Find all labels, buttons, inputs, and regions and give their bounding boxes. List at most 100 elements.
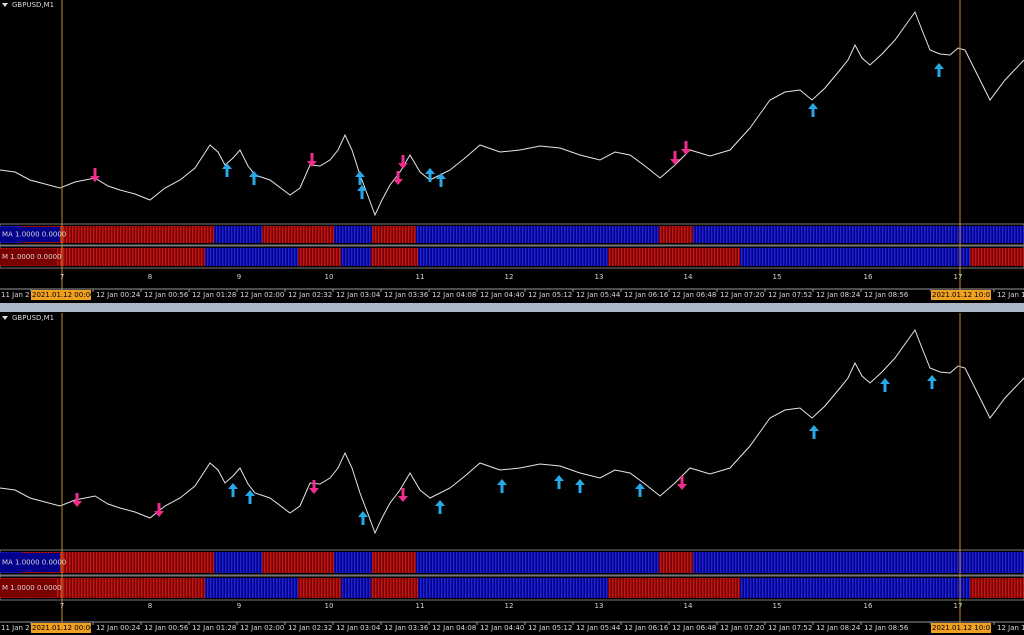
day-label: 17: [954, 602, 963, 610]
time-label: 12 Jan 02:00: [240, 291, 284, 299]
buy-arrow: [575, 479, 585, 493]
sell-arrow: [670, 151, 680, 165]
day-label: 10: [325, 273, 334, 281]
time-label: 12 Jan 06:16: [624, 624, 669, 632]
day-label: 9: [237, 273, 241, 281]
indicator-bar: [205, 578, 298, 598]
time-label: 12 Jan 04:08: [432, 291, 476, 299]
day-label: 8: [148, 273, 152, 281]
indicator-bar: [416, 226, 659, 243]
indicator-label: M 1.0000 0.0000: [2, 253, 61, 261]
time-label: 12 Jan 07:52: [768, 291, 812, 299]
indicator-bar: [659, 552, 693, 573]
time-label: 12 Jan 04:40: [480, 291, 524, 299]
indicator-label: MA 1.0000 0.0000: [2, 559, 66, 567]
sell-arrow: [72, 493, 82, 507]
time-label: 12 Jan 01:28: [192, 624, 236, 632]
day-label: 11: [416, 602, 425, 610]
buy-arrow: [249, 171, 259, 185]
indicator-bar: [740, 578, 970, 598]
chart-window: GBPUSD,M1 MA 1.0000 0.0000 M 1.0000 0.0000…: [0, 313, 1024, 633]
time-label: 12 Jan 00:56: [144, 624, 189, 632]
sell-arrow: [681, 141, 691, 155]
time-label: 12 Jan 02:00: [240, 624, 284, 632]
time-label: 12 Jan 1: [997, 291, 1024, 299]
time-label: 12 Jan 08:24: [816, 291, 861, 299]
buy-arrow: [435, 500, 445, 514]
indicator-bar: [298, 248, 341, 266]
indicator-bar: [418, 578, 608, 598]
indicator-bar: [205, 248, 298, 266]
day-label: 7: [60, 602, 64, 610]
time-label: 12 Jan 05:12: [528, 291, 572, 299]
day-label: 11: [416, 273, 425, 281]
day-label: 16: [864, 602, 873, 610]
time-label: 12 Jan 04:08: [432, 624, 476, 632]
time-label: 12 Jan 07:52: [768, 624, 812, 632]
window-title: GBPUSD,M1: [12, 1, 54, 9]
buy-arrow: [809, 425, 819, 439]
indicator-bar: [416, 552, 659, 573]
time-label: 12 Jan 08:56: [864, 291, 909, 299]
price-line: [0, 11, 1024, 216]
day-label: 7: [60, 273, 64, 281]
time-label: 2021.01.12 00:00: [32, 291, 94, 299]
price-line: [0, 329, 1024, 534]
sell-arrow: [398, 155, 408, 169]
buy-arrow: [245, 490, 255, 504]
label-bg: [0, 227, 60, 242]
buy-arrow: [554, 475, 564, 489]
price-area: [0, 11, 1024, 216]
indicator-label: M 1.0000 0.0000: [2, 584, 61, 592]
indicator-bar: [341, 248, 371, 266]
indicator-bar: [372, 552, 416, 573]
time-label: 12 Jan 05:44: [576, 291, 621, 299]
title-triangle: [2, 316, 8, 320]
time-label: 12 Jan 00:56: [144, 291, 189, 299]
sell-arrow: [677, 476, 687, 490]
day-label: 9: [237, 602, 241, 610]
sell-arrow: [393, 171, 403, 185]
indicator-label: MA 1.0000 0.0000: [2, 231, 66, 239]
time-label: 12 Jan 08:24: [816, 624, 861, 632]
label-bg: [0, 553, 60, 572]
time-label: 12 Jan 03:36: [384, 624, 429, 632]
buy-arrow: [357, 185, 367, 199]
indicator-bar: [970, 578, 1024, 598]
title-triangle: [2, 3, 8, 7]
day-label: 16: [864, 273, 873, 281]
indicator-bar: [214, 226, 262, 243]
day-label: 12: [505, 602, 514, 610]
indicator-frame: [0, 223, 1024, 246]
buy-arrow: [635, 483, 645, 497]
buy-arrow: [222, 163, 232, 177]
buy-arrow: [358, 511, 368, 525]
window-separator: [0, 303, 1024, 312]
indicator-bar: [22, 226, 214, 243]
day-label: 10: [325, 602, 334, 610]
indicator-bar: [214, 552, 262, 573]
day-label: 17: [954, 273, 963, 281]
time-label: 2021.01.12 00:00: [32, 624, 94, 632]
time-label: 2021.01.12 10:01: [932, 291, 994, 299]
buy-arrow: [436, 173, 446, 187]
sell-arrow: [307, 153, 317, 167]
indicator-bar: [970, 248, 1024, 266]
indicator-frame: [0, 575, 1024, 601]
time-label: 12 Jan 06:48: [672, 624, 716, 632]
time-label: 12 Jan 1: [997, 624, 1024, 632]
label-bg: [0, 579, 56, 597]
day-label: 13: [595, 273, 604, 281]
buy-arrow: [927, 375, 937, 389]
time-label: 12 Jan 06:48: [672, 291, 716, 299]
day-label: 15: [773, 602, 782, 610]
sell-arrow: [309, 480, 319, 494]
time-label: 12 Jan 03:04: [336, 291, 381, 299]
time-label: 12 Jan 02:32: [288, 624, 332, 632]
time-label: 12 Jan 02:32: [288, 291, 332, 299]
indicator-bar: [371, 578, 418, 598]
buy-arrow: [228, 483, 238, 497]
buy-arrow: [808, 103, 818, 117]
